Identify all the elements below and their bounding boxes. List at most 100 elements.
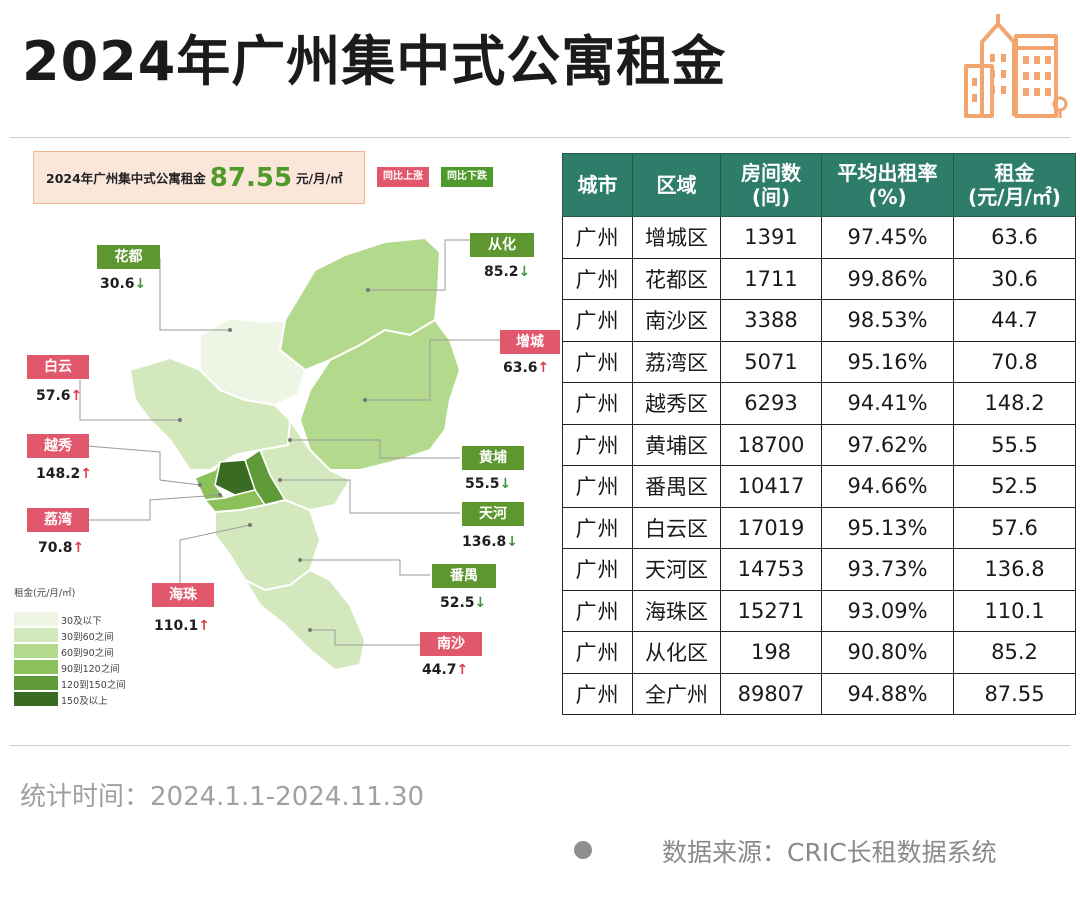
table-cell: 广州 (562, 423, 633, 466)
table-header-cell: 城市 (562, 153, 633, 217)
table-cell: 93.73% (821, 548, 954, 591)
legend-swatch (14, 612, 58, 626)
map-label-panyu: 番禺 (432, 564, 496, 588)
map-value-panyu: 52.5↓ (440, 595, 487, 611)
map-label-haizhu: 海珠 (152, 583, 214, 607)
table-cell: 87.55 (953, 672, 1076, 715)
table-cell: 55.5 (953, 423, 1076, 466)
table-cell: 148.2 (953, 382, 1076, 425)
table-cell: 17019 (720, 506, 822, 549)
table-cell: 110.1 (953, 589, 1076, 632)
headline-label: 2024年广州集中式公寓租金 (46, 171, 206, 186)
table-cell: 广州 (562, 631, 633, 674)
table-header-cell: 平均出租率 (%) (821, 153, 954, 217)
table-cell: 广州 (562, 506, 633, 549)
table-cell: 广州 (562, 340, 633, 383)
table-cell: 14753 (720, 548, 822, 591)
table-cell: 广州 (562, 465, 633, 508)
table-cell: 10417 (720, 465, 822, 508)
table-row: 广州 花都区 1711 99.86% 30.6 (562, 257, 1076, 300)
table-header-cell: 租金 (元/月/㎡) (953, 153, 1076, 217)
headline-value: 87.55 (209, 162, 293, 193)
badge-yoy-down: 同比下跌 (441, 167, 493, 187)
legend-label: 60到90之间 (61, 648, 114, 659)
legend-title: 租金(元/月/㎡) (14, 588, 76, 599)
table-header-cell: 房间数 (间) (720, 153, 822, 217)
table-cell: 89807 (720, 672, 822, 715)
table-row: 广州 荔湾区 5071 95.16% 70.8 (562, 340, 1076, 383)
table-cell: 15271 (720, 589, 822, 632)
table-cell: 99.86% (821, 257, 954, 300)
table-cell: 198 (720, 631, 822, 674)
legend-item: 30到60之间 (14, 628, 214, 643)
legend-item: 120到150之间 (14, 676, 214, 691)
table-cell: 97.45% (821, 216, 954, 259)
table-cell: 1711 (720, 257, 822, 300)
map-label-zengcheng: 增城 (500, 330, 560, 354)
table-cell: 广州 (562, 216, 633, 259)
legend-swatch (14, 676, 58, 690)
table-cell: 荔湾区 (632, 340, 721, 383)
map-value-conghua: 85.2↓ (484, 264, 531, 280)
map-value-tianhe: 136.8↓ (462, 534, 519, 550)
map-label-liwan: 荔湾 (27, 508, 89, 532)
table-cell: 广州 (562, 672, 633, 715)
map-value-liwan: 70.8↑ (38, 540, 85, 556)
table-row: 广州 天河区 14753 93.73% 136.8 (562, 548, 1076, 591)
map-label-nansha: 南沙 (420, 632, 482, 656)
table-row: 广州 全广州 89807 94.88% 87.55 (562, 672, 1076, 715)
table-cell: 1391 (720, 216, 822, 259)
legend-item: 30及以下 (14, 612, 214, 627)
headline-box: 2024年广州集中式公寓租金 87.55 元/月/㎡ (33, 151, 365, 204)
table-cell: 57.6 (953, 506, 1076, 549)
table-cell: 海珠区 (632, 589, 721, 632)
table-cell: 85.2 (953, 631, 1076, 674)
table-cell: 63.6 (953, 216, 1076, 259)
table-cell: 广州 (562, 382, 633, 425)
top-divider (10, 137, 1070, 138)
map-value-huadu: 30.6↓ (100, 276, 147, 292)
map-label-huangpu: 黄埔 (462, 446, 524, 470)
map-value-zengcheng: 63.6↑ (503, 360, 550, 376)
table-cell: 黄埔区 (632, 423, 721, 466)
table-cell: 广州 (562, 589, 633, 632)
legend-swatch (14, 644, 58, 658)
table-cell: 18700 (720, 423, 822, 466)
map-label-tianhe: 天河 (462, 502, 524, 526)
rent-table: 城市 区域 房间数 (间) 平均出租率 (%) 租金 (元/月/㎡) 广州 增城区 1391… (562, 153, 1076, 715)
table-cell: 5071 (720, 340, 822, 383)
bottom-divider (10, 745, 1070, 746)
legend-label: 150及以上 (61, 696, 108, 707)
map-value-huangpu: 55.5↓ (465, 476, 512, 492)
table-cell: 花都区 (632, 257, 721, 300)
table-row: 广州 黄埔区 18700 97.62% 55.5 (562, 423, 1076, 466)
bullet-dot (574, 841, 592, 859)
legend-item: 150及以上 (14, 692, 214, 707)
table-cell: 番禺区 (632, 465, 721, 508)
table-cell: 白云区 (632, 506, 721, 549)
table-cell: 95.13% (821, 506, 954, 549)
table-cell: 52.5 (953, 465, 1076, 508)
guangzhou-map (74, 236, 500, 672)
legend-item: 90到120之间 (14, 660, 214, 675)
badge-yoy-up: 同比上涨 (377, 167, 429, 187)
table-cell: 136.8 (953, 548, 1076, 591)
table-cell: 增城区 (632, 216, 721, 259)
legend-swatch (14, 628, 58, 642)
legend-label: 120到150之间 (61, 680, 126, 691)
legend-label: 30及以下 (61, 616, 102, 627)
map-label-conghua: 从化 (470, 233, 534, 257)
table-row: 广州 从化区 198 90.80% 85.2 (562, 631, 1076, 674)
table-cell: 从化区 (632, 631, 721, 674)
table-cell: 越秀区 (632, 382, 721, 425)
map-label-yuexiu: 越秀 (27, 434, 89, 458)
table-header-row: 城市 区域 房间数 (间) 平均出租率 (%) 租金 (元/月/㎡) (562, 153, 1076, 217)
table-cell: 95.16% (821, 340, 954, 383)
table-cell: 97.62% (821, 423, 954, 466)
table-cell: 90.80% (821, 631, 954, 674)
buildings-icon (964, 14, 1068, 118)
table-cell: 南沙区 (632, 299, 721, 342)
table-header-cell: 区域 (632, 153, 721, 217)
page-title: 2024年广州集中式公寓租金 (22, 30, 727, 93)
table-cell: 3388 (720, 299, 822, 342)
